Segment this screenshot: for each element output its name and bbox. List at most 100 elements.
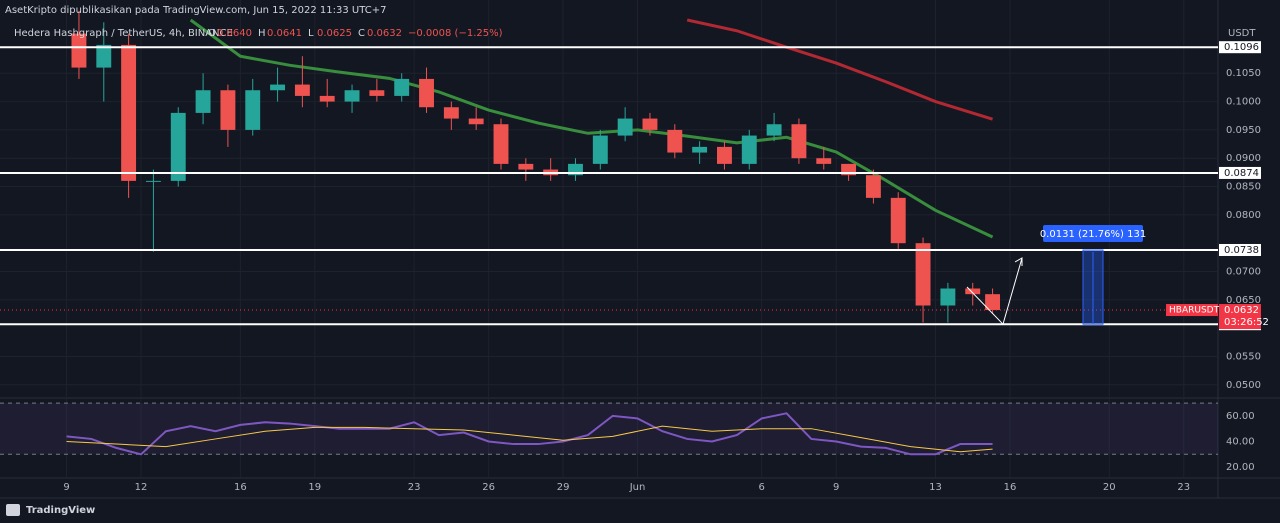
y-tick-label: 0.1000 (1226, 97, 1261, 108)
candle-body (667, 129, 683, 153)
moving-average (686, 18, 994, 121)
x-tick-label: 23 (1177, 482, 1190, 493)
candle-body (170, 112, 186, 181)
candle-body (195, 90, 211, 113)
candle-body (617, 118, 633, 136)
candle-body (791, 124, 807, 159)
symbol-tag (1166, 304, 1218, 317)
x-tick-label: 6 (758, 482, 764, 493)
ohlc-value: 0.0625 (317, 28, 352, 39)
x-tick-label: 26 (482, 482, 495, 493)
x-tick-label: 23 (408, 482, 421, 493)
candle-body (816, 158, 832, 164)
candle-body (121, 44, 137, 181)
candle-body (468, 118, 484, 125)
candle-body (518, 163, 534, 170)
change: −0.0008 (−1.25%) (408, 28, 503, 39)
ohlc-value: 0.0640 (217, 28, 252, 39)
y-tick-label: 0.0900 (1226, 153, 1261, 164)
ohlc-key: L (308, 28, 314, 39)
candle-body (394, 78, 410, 96)
y-tick-label: 0.0850 (1226, 182, 1261, 193)
rsi-line (66, 425, 993, 453)
x-tick-label: 16 (1004, 482, 1017, 493)
candle-body (915, 243, 931, 306)
price-pane (0, 10, 1218, 386)
last-price-value: 0.0632 (1224, 305, 1259, 316)
currency: USDT (1228, 28, 1256, 39)
level-tag (1219, 166, 1261, 179)
ohlc-value: 0.0641 (267, 28, 302, 39)
candle-body (940, 288, 956, 306)
y-tick-label: 0.0550 (1226, 351, 1261, 362)
candle-body (270, 84, 286, 91)
x-tick-label: 29 (557, 482, 570, 493)
candle-body (568, 163, 583, 176)
y-tick-label: 0.0700 (1226, 267, 1261, 278)
x-tick-label: 12 (135, 482, 148, 493)
candle-body (71, 33, 87, 68)
candle-body (443, 107, 459, 119)
y-tick-label: 0.0800 (1226, 210, 1261, 221)
ohlc-key: C (358, 28, 365, 39)
level-label: 0.0738 (1224, 245, 1259, 256)
candle-body (344, 90, 360, 102)
candle-body (985, 294, 1001, 311)
candle-body (592, 135, 608, 164)
candle-body (493, 124, 509, 164)
measure-label: 0.0131 (21.76%) 131 (1040, 229, 1146, 240)
countdown: 03:26:52 (1224, 317, 1269, 328)
level-tag (1219, 41, 1261, 54)
candle-body (716, 146, 732, 164)
y-tick-label: 0.1050 (1226, 68, 1261, 79)
x-tick-label: 9 (63, 482, 69, 493)
candle-body (692, 146, 708, 153)
plot-layer (0, 0, 1218, 478)
candle-body (369, 90, 385, 96)
ohlc-legend: O 0.0640 H 0.0641 L 0.0625 C 0.0632 −0.0008 (−1.… (208, 28, 503, 39)
candle-body (96, 44, 112, 68)
candle-body (419, 78, 434, 108)
candle-body (841, 163, 857, 176)
ohlc-key: H (258, 28, 266, 39)
ohlc-value: 0.0632 (367, 28, 402, 39)
projection-arrow (966, 257, 1023, 326)
candle-body (319, 95, 335, 102)
y-tick-label: 40.00 (1226, 436, 1255, 447)
y-tick-label: 0.0950 (1226, 125, 1261, 136)
symbol: Hedera Hashgraph / TetherUS, 4h, BINANCE (14, 28, 233, 39)
candle-body (965, 288, 981, 295)
y-tick-label: 0.0650 (1226, 295, 1261, 306)
symbol-label: HBARUSDT (1169, 306, 1220, 316)
ohlc-key: O (208, 28, 216, 39)
rsi-line (66, 412, 993, 456)
arrow-head (1014, 257, 1023, 266)
publisher: AsetKripto dipublikasikan pada TradingVi… (5, 5, 386, 16)
logo (6, 504, 20, 516)
x-tick-label: 16 (234, 482, 247, 493)
x-tick-label: 9 (833, 482, 839, 493)
x-tick-label: Jun (629, 482, 646, 493)
y-tick-label: 60.00 (1226, 411, 1255, 422)
moving-average (189, 18, 994, 239)
candle-body (890, 197, 906, 244)
x-tick-label: 20 (1103, 482, 1116, 493)
level-tag (1219, 243, 1261, 256)
candle-body (766, 124, 782, 136)
footer-brand: TradingView (26, 505, 95, 516)
x-tick-label: 19 (308, 482, 321, 493)
candle-body (741, 135, 757, 164)
candle-body (220, 90, 236, 130)
last-price-tag (1219, 304, 1261, 330)
candle-body (245, 90, 261, 130)
candle-body (145, 180, 161, 182)
y-tick-label: 0.0500 (1226, 380, 1261, 391)
level-label: 0.0874 (1224, 168, 1259, 179)
candle-body (294, 84, 310, 96)
y-tick-label: 20.00 (1226, 462, 1255, 473)
level-label: 0.1096 (1224, 42, 1259, 53)
x-tick-label: 13 (929, 482, 942, 493)
candle-body (642, 118, 658, 130)
